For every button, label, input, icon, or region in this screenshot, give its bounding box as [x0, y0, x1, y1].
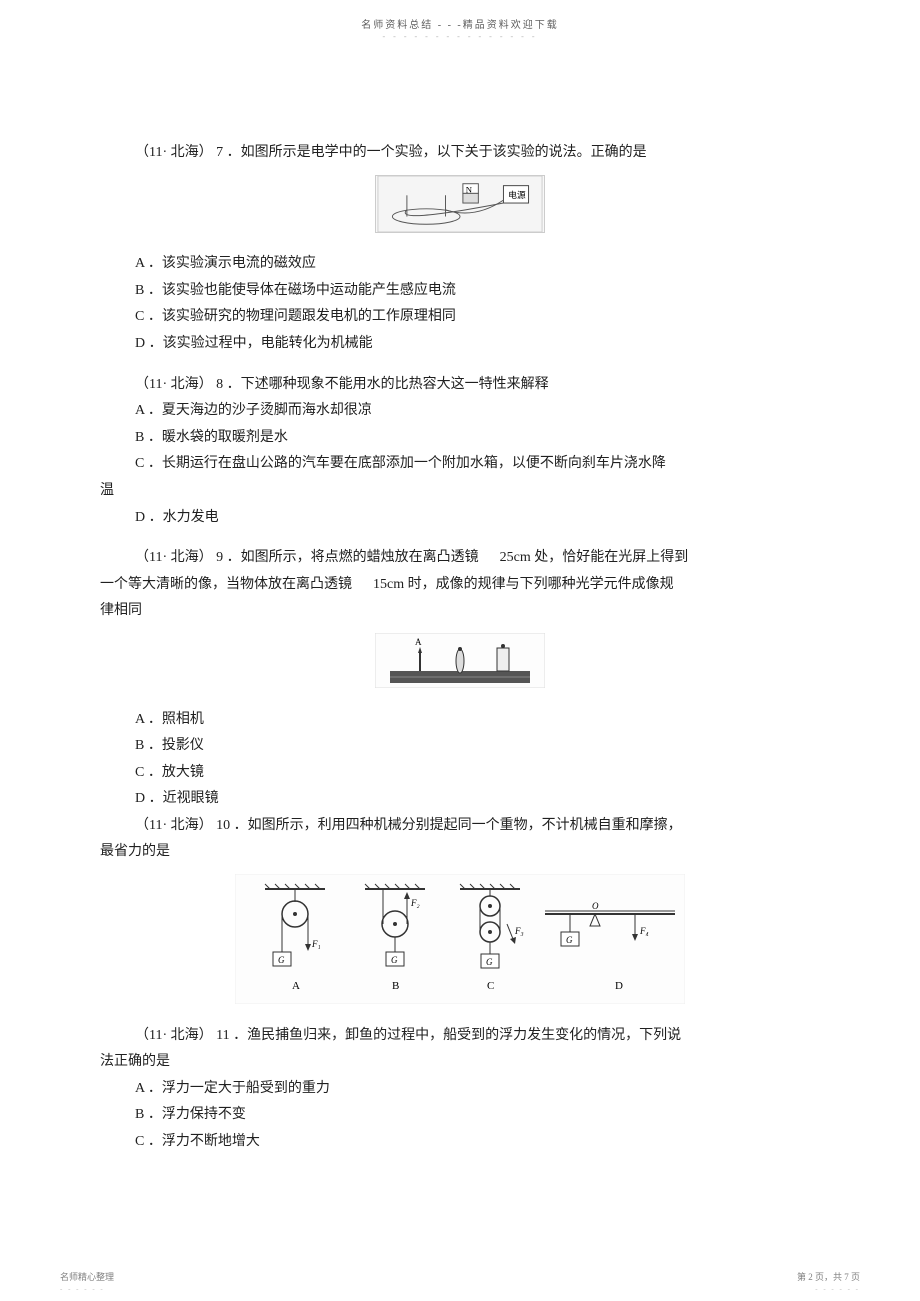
q11-stem-line1: （11· 北海） 11 ．渔民捕鱼归来，卸鱼的过程中，船受到的浮力发生变化的情况…	[100, 1023, 820, 1050]
q9-stem-line3: 律相同	[100, 598, 820, 625]
q7-opt-d: D ．该实验过程中，电能转化为机械能	[100, 331, 820, 358]
q9-stem-1a: （11· 北海） 9 ．如图所示，将点燃的蜡烛放在离凸透镜	[135, 550, 479, 565]
q11-stem-line2: 法正确的是	[100, 1049, 820, 1076]
svg-text:G: G	[391, 955, 398, 965]
footer-left: 名师精心整理	[60, 1270, 114, 1283]
footer-left-sub: - - - - - -	[60, 1285, 105, 1293]
q10-stem-line2: 最省力的是	[100, 839, 820, 866]
page-header-sub: - - - - - - - - - - - - - - -	[0, 32, 920, 41]
content-area: （11· 北海） 7 ．如图所示是电学中的一个实验，以下关于该实验的说法。正确的…	[100, 140, 820, 1156]
q9-opt-b: B ．投影仪	[100, 733, 820, 760]
q9-stem-2a: 一个等大清晰的像，当物体放在离凸透镜	[100, 577, 352, 592]
q9-opt-a: A ．照相机	[100, 707, 820, 734]
q9-stem-line1: （11· 北海） 9 ．如图所示，将点燃的蜡烛放在离凸透镜 25cm 处，恰好能…	[100, 545, 820, 572]
q11-opt-a: A ．浮力一定大于船受到的重力	[100, 1076, 820, 1103]
q9-opt-c: C ．放大镜	[100, 760, 820, 787]
q9-figure: A	[100, 633, 820, 699]
q11-opt-c: C ．浮力不断地增大	[100, 1129, 820, 1156]
svg-text:A: A	[292, 980, 300, 992]
svg-text:G: G	[278, 955, 285, 965]
q8-stem: （11· 北海） 8 ．下述哪种现象不能用水的比热容大这一特性来解释	[100, 372, 820, 399]
q8-opt-d: D ．水力发电	[100, 505, 820, 532]
q7-opt-c: C ．该实验研究的物理问题跟发电机的工作原理相同	[100, 304, 820, 331]
q8-opt-c: C ．长期运行在盘山公路的汽车要在底部添加一个附加水箱，以便不断向刹车片浇水降	[100, 451, 820, 478]
footer-right-sub: - - - - - -	[815, 1285, 860, 1293]
q9-stem-2b: 15cm 时，成像的规律与下列哪种光学元件成像规	[373, 577, 674, 592]
svg-text:F₄: F₄	[639, 926, 649, 936]
q9-stem-line2: 一个等大清晰的像，当物体放在离凸透镜 15cm 时，成像的规律与下列哪种光学元件…	[100, 572, 820, 599]
svg-text:D: D	[615, 980, 623, 992]
fig1-power-label: 电源	[508, 189, 526, 200]
svg-text:F₃: F₃	[514, 926, 524, 936]
svg-text:B: B	[392, 980, 399, 992]
q7-stem: （11· 北海） 7 ．如图所示是电学中的一个实验，以下关于该实验的说法。正确的…	[100, 140, 820, 167]
q8-opt-c-cont: 温	[100, 478, 820, 505]
q9-opt-d: D ．近视眼镜	[100, 786, 820, 813]
q10-figure: G F₁ A F₂ G B	[100, 874, 820, 1015]
q7-opt-b: B ．该实验也能使导体在磁场中运动能产生感应电流	[100, 278, 820, 305]
q7-figure: 电源 N	[100, 175, 820, 244]
svg-text:G: G	[566, 935, 573, 945]
svg-text:F₁: F₁	[311, 939, 321, 949]
svg-text:G: G	[486, 957, 493, 967]
q11-opt-b: B ．浮力保持不变	[100, 1102, 820, 1129]
q7-opt-a: A ．该实验演示电流的磁效应	[100, 251, 820, 278]
svg-text:F₂: F₂	[410, 898, 420, 908]
fig2-label-a: A	[415, 637, 422, 647]
page-header: 名师资料总结 - - -精品资料欢迎下载	[0, 16, 920, 31]
q8-opt-b: B ．暖水袋的取暖剂是水	[100, 425, 820, 452]
svg-text:C: C	[487, 980, 494, 992]
footer-right: 第 2 页，共 7 页	[797, 1270, 860, 1283]
svg-text:O: O	[592, 901, 599, 911]
q9-stem-1b: 25cm 处，恰好能在光屏上得到	[500, 550, 689, 565]
q10-stem-line1: （11· 北海） 10 ．如图所示，利用四种机械分别提起同一个重物，不计机械自重…	[100, 813, 820, 840]
q8-opt-a: A ．夏天海边的沙子烫脚而海水却很凉	[100, 398, 820, 425]
